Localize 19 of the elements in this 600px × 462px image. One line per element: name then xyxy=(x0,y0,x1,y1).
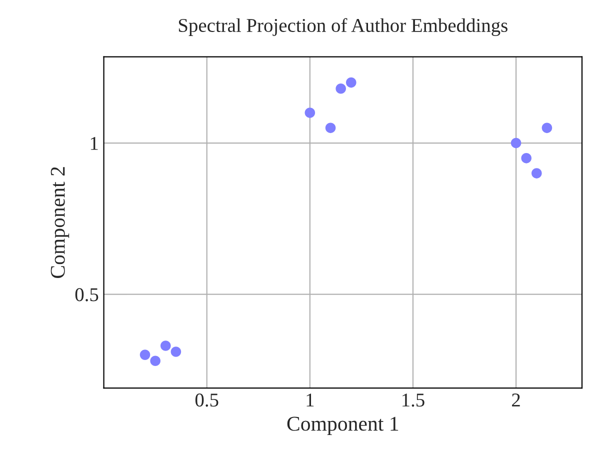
point xyxy=(160,340,171,351)
y-axis-title: Component 2 xyxy=(50,167,70,278)
point xyxy=(542,122,552,134)
point xyxy=(346,77,356,88)
point xyxy=(532,168,542,178)
x-tick-label: 1 xyxy=(306,394,314,406)
point xyxy=(140,350,150,360)
point xyxy=(325,122,336,134)
x-tick-label: 0.5 xyxy=(195,394,218,407)
point xyxy=(150,356,160,366)
point xyxy=(510,138,522,148)
point xyxy=(304,108,316,118)
point xyxy=(170,346,182,357)
x-tick-label: 2 xyxy=(512,394,520,406)
x-tick-label: 1.5 xyxy=(402,394,424,407)
point xyxy=(521,153,532,164)
point xyxy=(336,83,346,94)
chart-title: Spectral Projection of Author Embeddings xyxy=(178,18,508,36)
x-axis-title: Component 1 xyxy=(287,416,398,436)
